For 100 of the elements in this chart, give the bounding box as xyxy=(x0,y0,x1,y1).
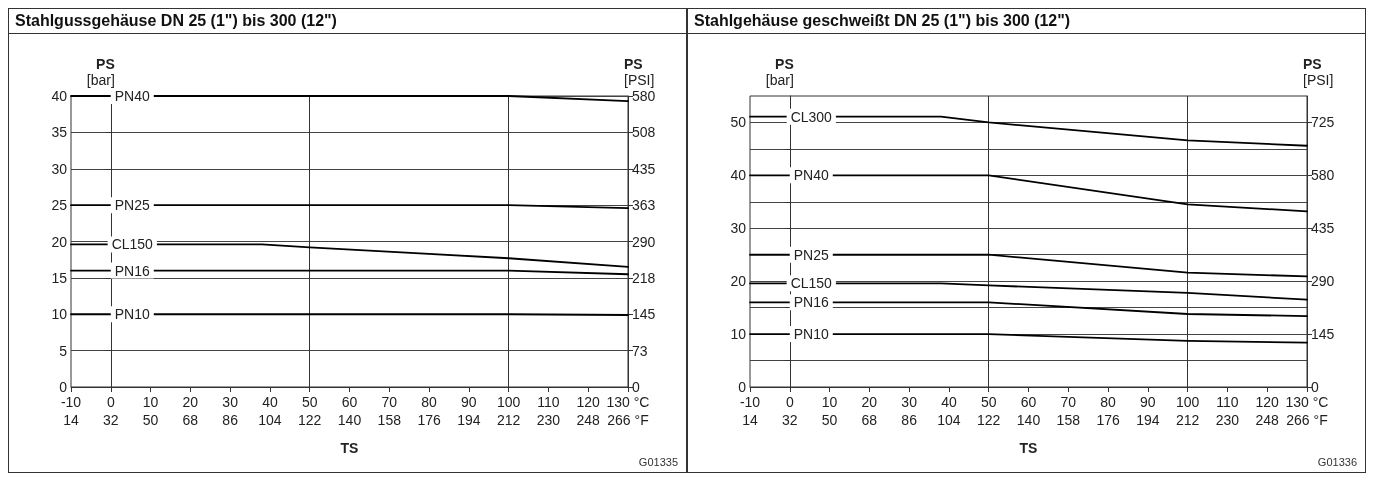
x2-tick-label: 266 °F xyxy=(607,412,649,428)
series-label: CL300 xyxy=(790,108,833,125)
series-label: CL150 xyxy=(790,275,833,292)
x2-tick-label: 176 xyxy=(1096,412,1120,428)
y-tick-label: 0 xyxy=(59,379,68,395)
x2-tick-label: 194 xyxy=(457,412,481,428)
chart-title: Stahlgussgehäuse DN 25 (1") bis 300 (12") xyxy=(9,9,686,34)
x-tick-label: 90 xyxy=(1140,394,1156,410)
y2-axis-title: PS [PSI] xyxy=(1303,56,1334,88)
series-label: PN25 xyxy=(793,246,829,263)
x-tick-label: 10 xyxy=(821,394,838,410)
x-tick-label: 130 °C xyxy=(1285,394,1329,410)
x2-tick-label: 32 xyxy=(782,412,798,428)
y2-tick-label: 580 xyxy=(1311,167,1335,184)
x-tick-label: 110 xyxy=(537,394,560,410)
text: G01336 xyxy=(1317,455,1358,468)
y2-tick-label: 435 xyxy=(632,160,656,177)
x-tick-label: 20 xyxy=(182,394,199,410)
x2-tick-label: 194 xyxy=(1136,412,1160,428)
x2-tick-label: 230 xyxy=(1215,412,1240,428)
x-tick-label: 0 xyxy=(106,394,115,410)
series-label: PN40 xyxy=(793,167,829,184)
y-tick-label: 30 xyxy=(730,220,747,237)
y-axis-title: PS [bar] xyxy=(765,56,794,88)
y2-tick-label: 73 xyxy=(632,342,648,359)
y2-tick-label: 580 xyxy=(632,88,656,104)
y-tick-label: 15 xyxy=(51,269,68,286)
x-tick-label: 40 xyxy=(941,394,957,410)
x-axis-title: TS xyxy=(340,440,359,456)
y-tick-label: 40 xyxy=(730,167,747,184)
y2-tick-label: 145 xyxy=(632,306,656,323)
y2-tick-label: 0 xyxy=(632,379,640,395)
y2-tick-label: 725 xyxy=(1311,114,1335,131)
x2-tick-label: 122 xyxy=(298,412,322,428)
x2-tick-label: 158 xyxy=(377,412,402,428)
x-tick-label: 60 xyxy=(1020,394,1037,410)
series-label: PN16 xyxy=(114,262,150,279)
y2-tick-label: 290 xyxy=(632,233,656,250)
x2-tick-label: 50 xyxy=(821,412,838,428)
y-tick-label: 10 xyxy=(51,306,68,323)
x-tick-label: 120 xyxy=(576,394,601,410)
y2-tick-label: 145 xyxy=(1311,326,1335,343)
x-tick-label: 70 xyxy=(381,394,398,410)
y-tick-label: 10 xyxy=(730,326,747,343)
x2-tick-label: 50 xyxy=(142,412,159,428)
series-label: PN40 xyxy=(114,88,150,104)
x2-tick-label: 230 xyxy=(536,412,561,428)
x-tick-label: -10 xyxy=(60,394,82,410)
x-tick-label: 80 xyxy=(1100,394,1117,410)
x-tick-label: 30 xyxy=(222,394,239,410)
y2-tick-label: 363 xyxy=(632,197,656,214)
series-label: PN16 xyxy=(793,294,829,311)
y2-tick-label: 0 xyxy=(1311,379,1319,395)
x2-tick-label: 212 xyxy=(1175,412,1200,428)
x2-tick-label: 176 xyxy=(417,412,441,428)
x2-tick-label: 104 xyxy=(258,412,282,428)
x2-tick-label: 86 xyxy=(222,412,239,428)
x2-tick-label: 248 xyxy=(1255,412,1280,428)
x-tick-label: 50 xyxy=(980,394,997,410)
y2-tick-label: 435 xyxy=(1311,220,1335,237)
text: G01335 xyxy=(638,455,679,468)
series-label: PN10 xyxy=(793,326,829,343)
x-tick-label: 20 xyxy=(861,394,878,410)
x2-tick-label: 158 xyxy=(1056,412,1081,428)
x-tick-label: 100 xyxy=(496,394,521,410)
x-tick-label: 70 xyxy=(1060,394,1077,410)
x-tick-label: 130 °C xyxy=(606,394,650,410)
x-tick-label: 0 xyxy=(785,394,794,410)
x-tick-label: 10 xyxy=(142,394,159,410)
x-tick-label: 80 xyxy=(421,394,438,410)
x2-tick-label: 248 xyxy=(576,412,601,428)
x2-tick-label: 14 xyxy=(63,412,79,428)
y-tick-label: 35 xyxy=(51,124,68,141)
y2-axis-title: PS [PSI] xyxy=(624,56,655,88)
x-tick-label: 40 xyxy=(262,394,278,410)
series-label: CL150 xyxy=(111,236,154,253)
x2-tick-label: 68 xyxy=(861,412,878,428)
x2-tick-label: 266 °F xyxy=(1286,412,1328,428)
y-tick-label: 50 xyxy=(730,114,747,131)
x-tick-label: 120 xyxy=(1255,394,1280,410)
x-tick-label: 60 xyxy=(341,394,358,410)
x-tick-label: 90 xyxy=(461,394,477,410)
y-tick-label: 20 xyxy=(51,233,68,250)
x-tick-label: 100 xyxy=(1175,394,1200,410)
x-tick-label: 30 xyxy=(901,394,918,410)
y2-tick-label: 218 xyxy=(632,269,656,286)
x2-tick-label: 140 xyxy=(337,412,362,428)
x2-tick-label: 68 xyxy=(182,412,199,428)
y-tick-label: 40 xyxy=(51,88,68,104)
x2-tick-label: 32 xyxy=(103,412,119,428)
x2-tick-label: 122 xyxy=(977,412,1001,428)
x-tick-label: 50 xyxy=(301,394,318,410)
y-tick-label: 20 xyxy=(730,273,747,290)
x2-tick-label: 140 xyxy=(1016,412,1041,428)
series-label: PN10 xyxy=(114,306,150,323)
series-label: PN25 xyxy=(114,197,150,214)
chart-title: Stahlgehäuse geschweißt DN 25 (1") bis 300 (12") xyxy=(688,9,1365,34)
x-axis-title: TS xyxy=(1019,440,1038,456)
y2-tick-label: 290 xyxy=(1311,273,1335,290)
y-tick-label: 0 xyxy=(738,379,747,395)
